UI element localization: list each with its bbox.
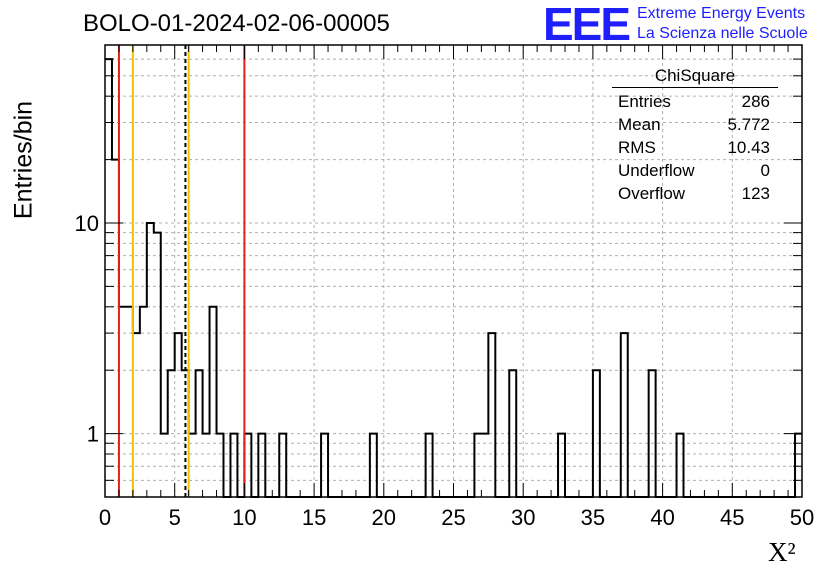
- histogram-bin: [203, 434, 210, 497]
- stats-label: Underflow: [618, 161, 695, 180]
- histogram-bin: [649, 370, 656, 497]
- chart-title: BOLO-01-2024-02-06-00005: [83, 10, 390, 37]
- stats-title: ChiSquare: [612, 66, 778, 88]
- x-tick-label: 45: [720, 505, 744, 530]
- x-tick-label: 50: [790, 505, 814, 530]
- histogram-bin: [558, 434, 565, 497]
- histogram-bin: [217, 434, 224, 497]
- histogram-bin: [161, 434, 168, 497]
- y-tick-label: 10: [75, 211, 99, 236]
- histogram-bin: [593, 370, 600, 497]
- histogram-bin: [621, 333, 628, 497]
- x-tick-label: 20: [372, 505, 396, 530]
- x-tick-label: 35: [581, 505, 605, 530]
- histogram-bin: [112, 160, 119, 497]
- stats-row-rms: RMS 10.43: [612, 136, 778, 159]
- stats-value: 286: [741, 92, 770, 111]
- histogram-bin: [426, 434, 433, 497]
- histogram-bin: [321, 434, 328, 497]
- histogram-bin: [230, 434, 237, 497]
- histogram-bin: [279, 434, 286, 497]
- histogram-bin: [244, 434, 251, 497]
- histogram-bin: [133, 333, 140, 497]
- stats-value: 0: [760, 161, 770, 180]
- histogram-bin: [509, 370, 516, 497]
- histogram-bin: [370, 434, 377, 497]
- stats-row-mean: Mean 5.772: [612, 113, 778, 136]
- x-tick-label: 25: [441, 505, 465, 530]
- histogram-bin: [189, 434, 196, 497]
- eee-logo-mark: EEE: [543, 0, 631, 50]
- x-tick-label: 40: [650, 505, 674, 530]
- x-tick-label: 0: [99, 505, 111, 530]
- x-axis-label: X²: [768, 537, 796, 567]
- stats-row-entries: Entries 286: [612, 90, 778, 113]
- histogram-bin: [258, 434, 265, 497]
- y-tick-label: 1: [87, 422, 99, 447]
- plot-area: [105, 45, 802, 497]
- logo-line-1: Extreme Energy Events: [637, 5, 806, 22]
- stats-box: ChiSquare Entries 286 Mean 5.772 RMS 10.…: [612, 66, 778, 205]
- stats-label: Overflow: [618, 184, 686, 203]
- histogram-bin: [488, 333, 495, 497]
- histogram-bin: [481, 434, 488, 497]
- stats-label: Mean: [618, 115, 661, 134]
- histogram-bin: [154, 233, 161, 497]
- x-tick-label: 15: [302, 505, 326, 530]
- x-tick-label: 5: [169, 505, 181, 530]
- stats-value: 123: [741, 184, 770, 203]
- stats-label: RMS: [618, 138, 656, 157]
- histogram-bin: [168, 370, 175, 497]
- histogram-bin: [210, 307, 217, 497]
- histogram-bin: [474, 434, 481, 497]
- logo-line-2: La Scienza nelle Scuole: [637, 25, 808, 42]
- histogram-bin: [105, 59, 112, 497]
- stats-value: 10.43: [727, 138, 770, 157]
- stats-row-underflow: Underflow 0: [612, 159, 778, 182]
- stats-row-overflow: Overflow 123: [612, 182, 778, 205]
- stats-label: Entries: [618, 92, 671, 111]
- histogram-bin: [140, 307, 147, 497]
- histogram-bin: [147, 223, 154, 497]
- histogram-bin: [175, 333, 182, 497]
- stats-value: 5.772: [727, 115, 770, 134]
- y-axis-label-wrap: Entries/bin: [4, 100, 44, 220]
- x-tick-label: 30: [511, 505, 535, 530]
- y-axis-label: Entries/bin: [9, 100, 38, 220]
- histogram-bin: [126, 307, 133, 497]
- histogram-bin: [677, 434, 684, 497]
- histogram-bin: [196, 370, 203, 497]
- x-tick-label: 10: [232, 505, 256, 530]
- histogram-bin: [119, 307, 126, 497]
- eee-logo: EEE Extreme Energy Events La Scienza nel…: [543, 0, 833, 48]
